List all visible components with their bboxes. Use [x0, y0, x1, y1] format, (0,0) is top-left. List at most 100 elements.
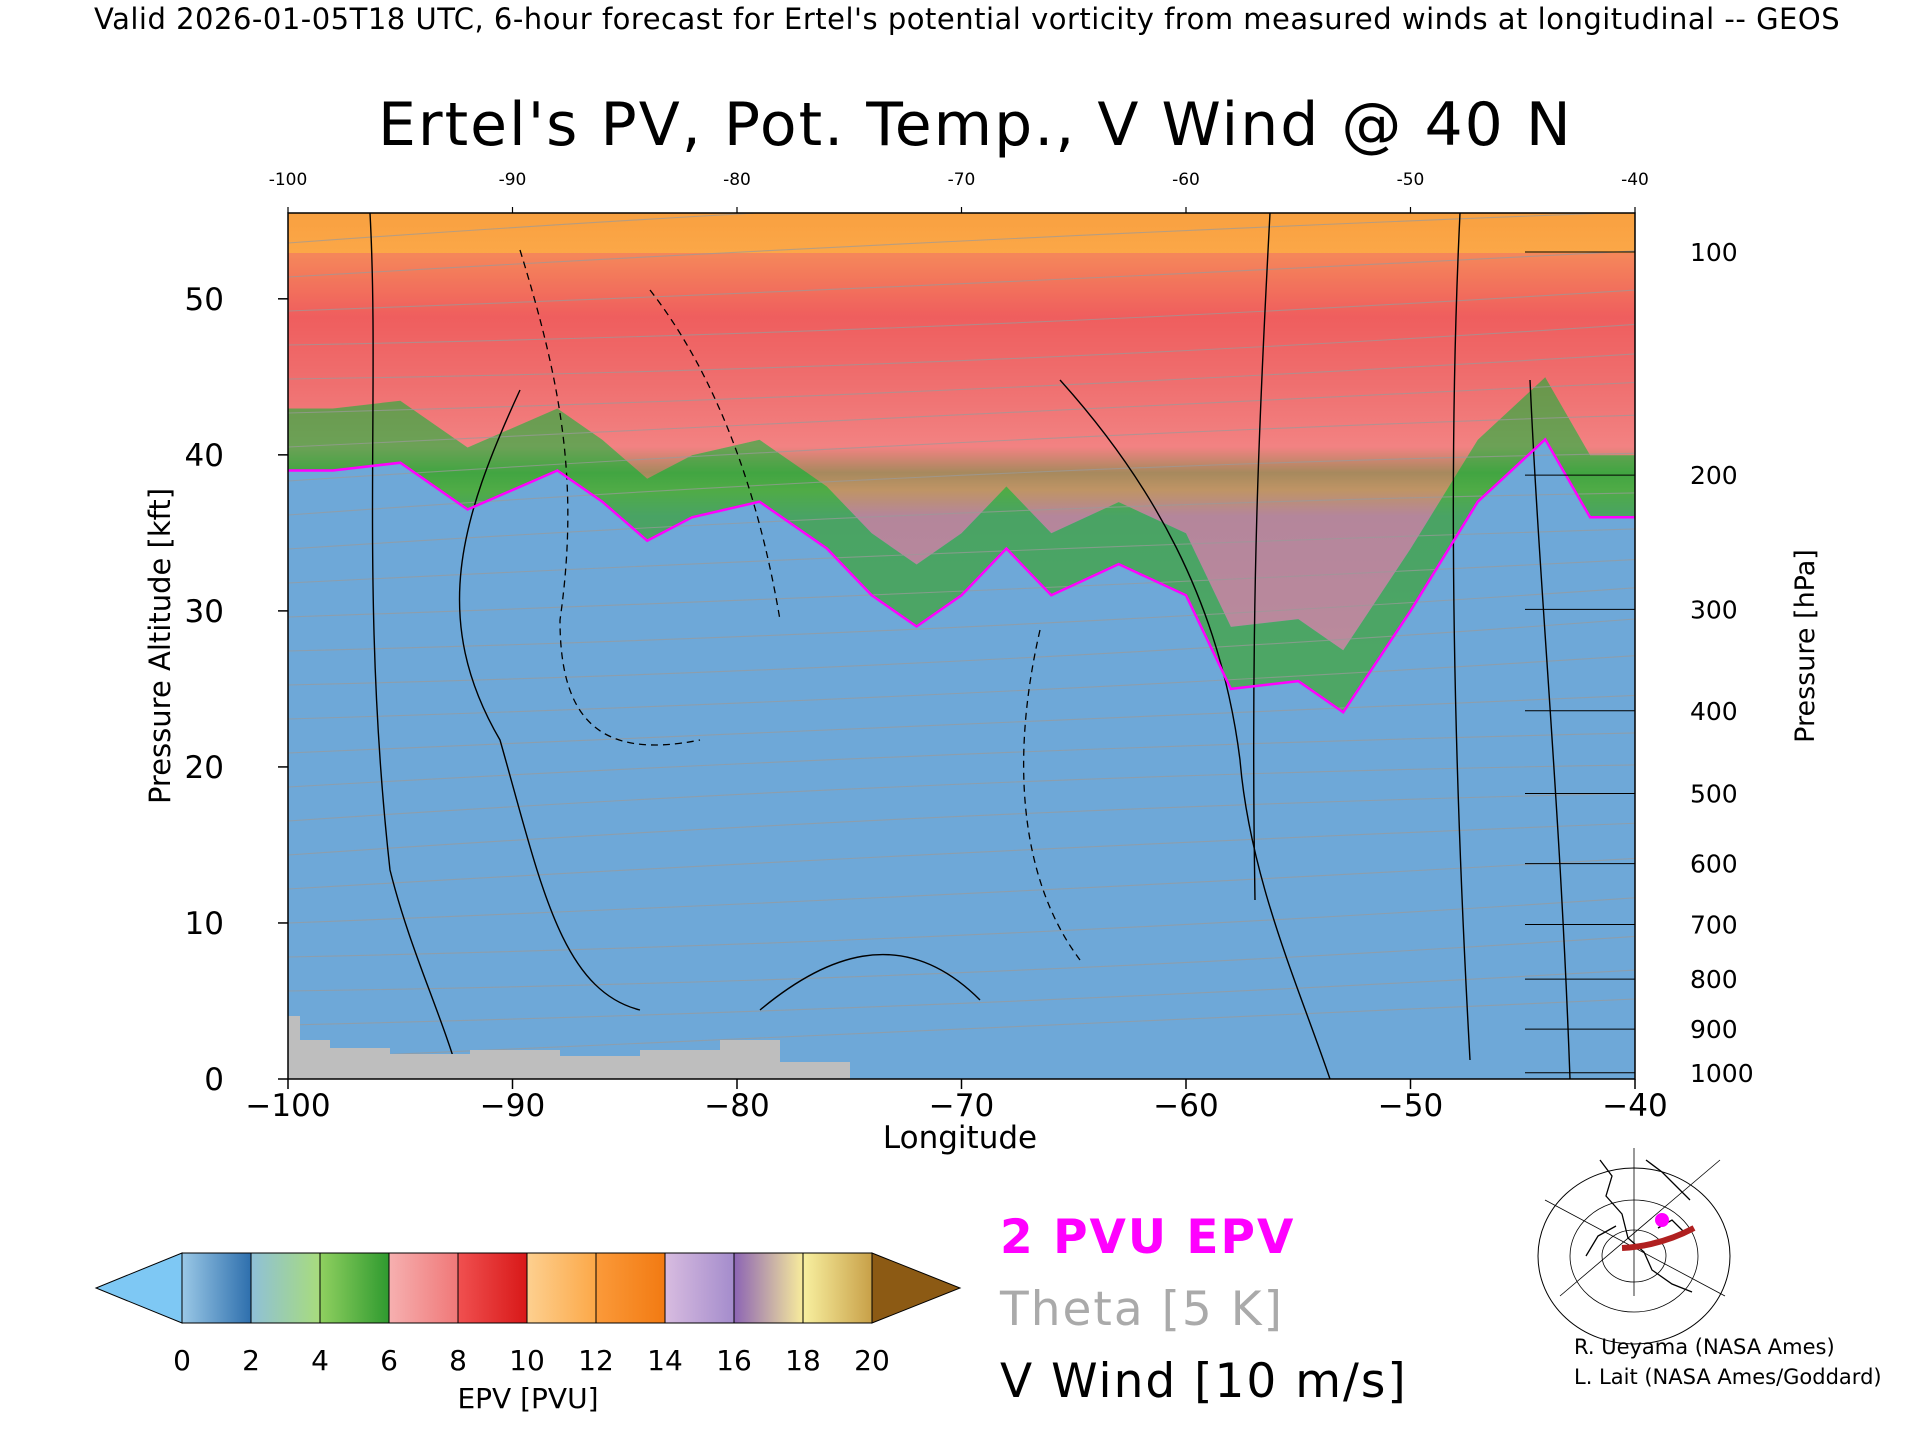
vwind-contour — [1452, 213, 1471, 1061]
theta-contour — [288, 323, 1635, 380]
top-tick-label: -80 — [723, 170, 751, 190]
coastline — [1585, 1159, 1693, 1293]
legend-theta: Theta [5 K] — [1000, 1282, 1284, 1337]
colorbar-tick-label: 8 — [449, 1344, 467, 1377]
colorbar-bin — [595, 1252, 666, 1324]
theta-contour — [288, 857, 1635, 924]
colorbar-bin — [457, 1252, 528, 1324]
credit-line-1: R. Ueyama (NASA Ames) — [1574, 1335, 1835, 1359]
y-tick-label: 20 — [185, 750, 224, 786]
valid-time-header: Valid 2026-01-05T18 UTC, 6-hour forecast… — [94, 2, 1841, 36]
locator-map — [1536, 1148, 1732, 1345]
jet-arc — [1621, 1225, 1696, 1251]
colorbar-bin — [526, 1252, 597, 1324]
x-axis: −100 −90 −80 −70 −60 −50 −40 — [245, 1079, 1668, 1124]
colorbar-bin — [802, 1252, 873, 1324]
legend-vwind: V Wind [10 m/s] — [1000, 1354, 1408, 1409]
pressure-tick-label: 200 — [1690, 461, 1738, 490]
y-axis-label: Pressure Altitude [kft] — [143, 488, 177, 804]
colorbar-over-arrow — [871, 1252, 962, 1324]
pressure-tick-label: 1000 — [1690, 1059, 1754, 1088]
theta-contour — [288, 587, 1635, 652]
location-marker — [1655, 1213, 1669, 1227]
pressure-tick-label: 100 — [1690, 238, 1738, 267]
theta-contour — [288, 353, 1635, 414]
colorbar-bin — [181, 1252, 252, 1324]
x-tick-label: −60 — [1153, 1088, 1218, 1124]
theta-contour — [288, 213, 767, 244]
pressure-tick-label: 700 — [1690, 911, 1738, 940]
vwind-contour — [1059, 379, 1331, 1079]
colorbar-tick-label: 6 — [380, 1344, 398, 1377]
y-axis-pressure: 100 200 300 400 500 600 700 800 900 1000 — [1525, 238, 1754, 1088]
colorbar-tick-label: 14 — [647, 1344, 683, 1377]
theta-contour — [288, 289, 1635, 346]
colorbar-tick-label: 12 — [578, 1344, 614, 1377]
colorbar-tick-label: 18 — [785, 1344, 821, 1377]
theta-contour — [288, 655, 1635, 720]
theta-contour — [288, 792, 1635, 856]
troposphere-fill — [288, 439, 1635, 1079]
x-tick-label: −80 — [704, 1088, 769, 1124]
theta-contour — [288, 935, 1635, 992]
top-axis: -100 -90 -80 -70 -60 -50 -40 — [269, 170, 1649, 213]
theta-contour — [288, 528, 1635, 584]
top-tick-label: -100 — [269, 170, 308, 190]
x-axis-label: Longitude — [883, 1120, 1037, 1156]
colorbar-tick-label: 10 — [509, 1344, 545, 1377]
top-tick-label: -90 — [499, 170, 527, 190]
colorbar-bin — [388, 1252, 459, 1324]
x-tick-label: −90 — [480, 1088, 545, 1124]
transition-band — [288, 377, 1635, 713]
vwind-contour — [1529, 379, 1571, 1079]
theta-contour — [288, 618, 1635, 686]
top-tick-label: -70 — [948, 170, 976, 190]
colorbar-tick-label: 4 — [311, 1344, 329, 1377]
colorbar-tick-label: 16 — [716, 1344, 752, 1377]
plot-area — [288, 213, 1635, 1079]
vwind-contour-negative — [519, 249, 701, 746]
theta-contour — [288, 250, 1635, 312]
colorbar-bin — [733, 1252, 804, 1324]
x-tick-label: −70 — [929, 1088, 994, 1124]
pressure-tick-label: 300 — [1690, 595, 1738, 624]
pressure-tick-label: 800 — [1690, 965, 1738, 994]
colorbar-label: EPV [PVU] — [457, 1382, 598, 1415]
colorbar-bin — [250, 1252, 321, 1324]
vwind-contour — [369, 213, 461, 1079]
terrain-fill — [288, 1016, 850, 1079]
top-tick-label: -40 — [1621, 170, 1649, 190]
colorbar-tick-label: 0 — [173, 1344, 191, 1377]
theta-contour — [288, 822, 1635, 890]
vwind-contour — [1252, 213, 1271, 901]
x-tick-label: −50 — [1378, 1088, 1443, 1124]
y-axis-kft: 0 10 20 30 40 50 — [185, 282, 288, 1098]
vwind-contour — [759, 953, 981, 1011]
theta-contour — [288, 694, 1635, 754]
top-tick-label: -50 — [1397, 170, 1425, 190]
pressure-tick-label: 500 — [1690, 779, 1738, 808]
colorbar-tick-label: 2 — [242, 1344, 260, 1377]
chart-title: Ertel's PV, Pot. Temp., V Wind @ 40 N — [378, 90, 1573, 160]
x-tick-label: −40 — [1602, 1088, 1667, 1124]
colorbar-bin — [319, 1252, 390, 1324]
theta-contour — [288, 764, 1635, 822]
y-tick-label: 10 — [185, 906, 224, 942]
vwind-contours — [369, 213, 1571, 1079]
y-tick-label: 0 — [204, 1062, 224, 1098]
x-tick-label: −100 — [245, 1088, 330, 1124]
pressure-axis-label: Pressure [hPa] — [1790, 549, 1821, 743]
colorbar: 0 2 4 6 8 10 12 14 16 18 20 — [94, 1252, 962, 1377]
theta-contour — [288, 213, 1622, 278]
theta-contour — [288, 414, 1635, 482]
vwind-contour — [458, 389, 641, 1011]
top-tick-label: -60 — [1172, 170, 1200, 190]
y-tick-label: 30 — [185, 594, 224, 630]
pressure-tick-label: 400 — [1690, 697, 1738, 726]
legend-epv: 2 PVU EPV — [1000, 1210, 1296, 1265]
colorbar-bin — [664, 1252, 735, 1324]
colorbar-under-arrow — [94, 1252, 183, 1324]
theta-contour — [288, 381, 1635, 448]
theta-contour — [288, 492, 1635, 550]
